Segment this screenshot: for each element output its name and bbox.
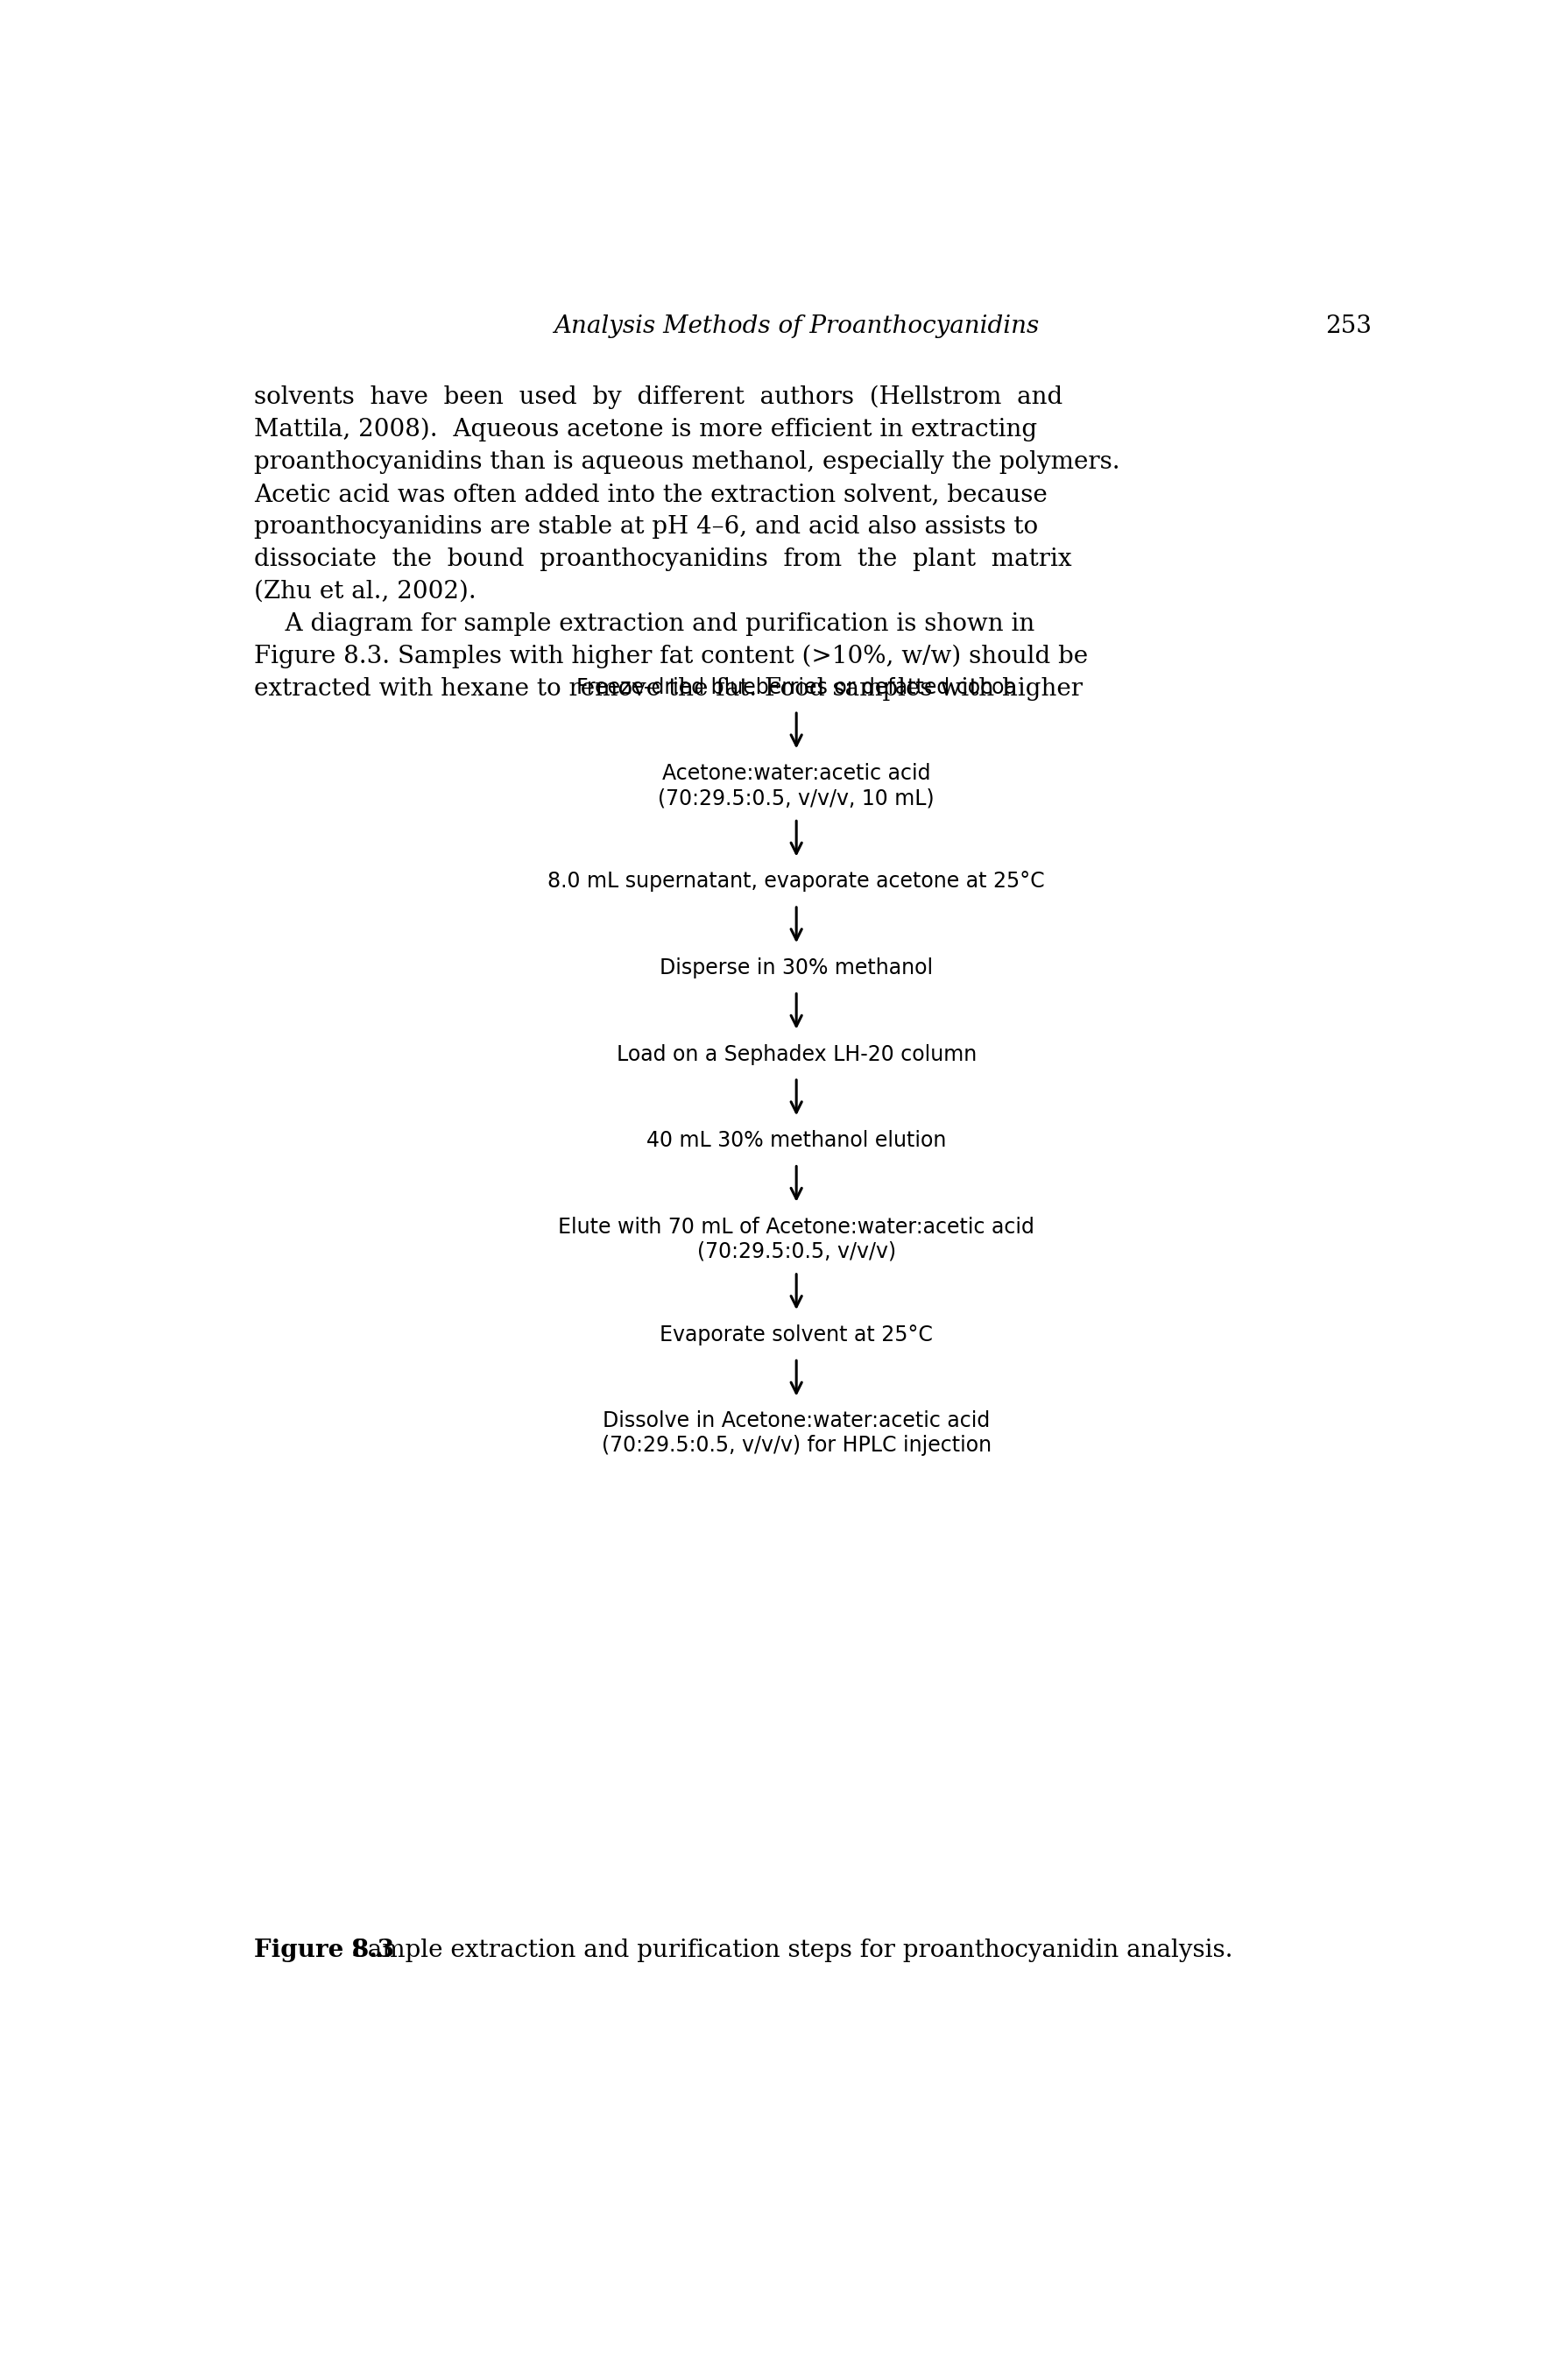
Text: Mattila, 2008).  Aqueous acetone is more efficient in extracting: Mattila, 2008). Aqueous acetone is more … (253, 419, 1036, 443)
Text: proanthocyanidins are stable at pH 4–6, and acid also assists to: proanthocyanidins are stable at pH 4–6, … (253, 514, 1037, 538)
Text: Elute with 70 mL of Acetone:water:acetic acid
(70:29.5:0.5, v/v/v): Elute with 70 mL of Acetone:water:acetic… (558, 1216, 1034, 1261)
Text: dissociate  the  bound  proanthocyanidins  from  the  plant  matrix: dissociate the bound proanthocyanidins f… (253, 547, 1072, 571)
Text: Figure 8.3: Figure 8.3 (253, 1937, 394, 1961)
Text: Sample extraction and purification steps for proanthocyanidin analysis.: Sample extraction and purification steps… (335, 1937, 1232, 1961)
Text: 253: 253 (1325, 314, 1371, 338)
Text: Analysis Methods of Proanthocyanidins: Analysis Methods of Proanthocyanidins (553, 314, 1039, 338)
Text: (Zhu et al., 2002).: (Zhu et al., 2002). (253, 581, 475, 605)
Text: proanthocyanidins than is aqueous methanol, especially the polymers.: proanthocyanidins than is aqueous methan… (253, 450, 1120, 474)
Text: 40 mL 30% methanol elution: 40 mL 30% methanol elution (646, 1130, 946, 1152)
Text: extracted with hexane to remove the fat. Food samples with higher: extracted with hexane to remove the fat.… (253, 676, 1082, 700)
Text: Dissolve in Acetone:water:acetic acid
(70:29.5:0.5, v/v/v) for HPLC injection: Dissolve in Acetone:water:acetic acid (7… (601, 1411, 991, 1457)
Text: Disperse in 30% methanol: Disperse in 30% methanol (660, 957, 932, 978)
Text: Load on a Sephadex LH-20 column: Load on a Sephadex LH-20 column (617, 1045, 975, 1064)
Text: Evaporate solvent at 25°C: Evaporate solvent at 25°C (660, 1323, 932, 1345)
Text: A diagram for sample extraction and purification is shown in: A diagram for sample extraction and puri… (253, 612, 1034, 635)
Text: Freeze-dried blueberries or defatted cocoa: Freeze-dried blueberries or defatted coc… (576, 676, 1016, 697)
Text: 8.0 mL supernatant, evaporate acetone at 25°C: 8.0 mL supernatant, evaporate acetone at… (548, 871, 1044, 892)
Text: Figure 8.3. Samples with higher fat content (>10%, w/w) should be: Figure 8.3. Samples with higher fat cont… (253, 645, 1087, 669)
Text: Acetone:water:acetic acid
(70:29.5:0.5, v/v/v, 10 mL): Acetone:water:acetic acid (70:29.5:0.5, … (658, 764, 933, 809)
Text: solvents  have  been  used  by  different  authors  (Hellstrom  and: solvents have been used by different aut… (253, 386, 1062, 409)
Text: Acetic acid was often added into the extraction solvent, because: Acetic acid was often added into the ext… (253, 483, 1047, 507)
